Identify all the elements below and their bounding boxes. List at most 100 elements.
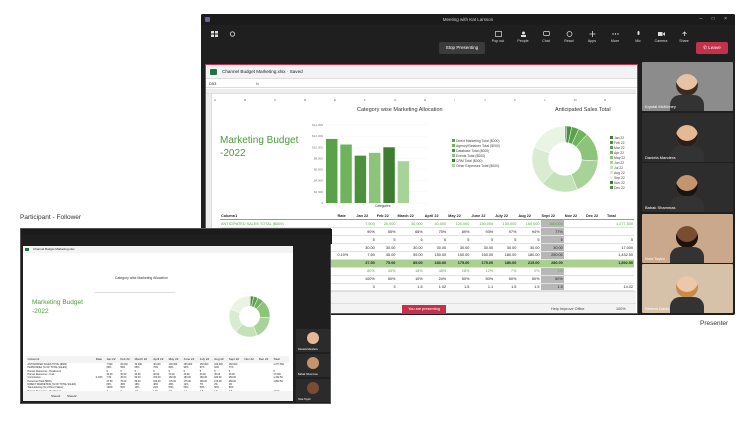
table-cell[interactable]: 100% bbox=[106, 386, 113, 390]
table-cell[interactable]: 17.000 bbox=[273, 373, 281, 377]
table-cell[interactable]: 30.00 bbox=[228, 373, 235, 377]
table-cell[interactable]: 6 bbox=[134, 369, 136, 373]
table-row[interactable]: DIRECT MARKETING (% OF TOTAL SALES) 80% 45… bbox=[27, 383, 289, 386]
table-cell[interactable]: 2% bbox=[517, 267, 541, 276]
follower-tab-sheet1[interactable]: Sheet1 bbox=[51, 394, 61, 398]
participant-tile[interactable]: Nola Taylor bbox=[642, 213, 733, 263]
table-cell[interactable]: ANTICIPATED SALES TOTAL ($000) bbox=[220, 219, 337, 229]
table-cell[interactable]: 97% bbox=[494, 227, 518, 237]
table-cell[interactable]: 30.00 bbox=[120, 373, 127, 377]
table-cell[interactable]: 37.50 bbox=[355, 259, 376, 268]
column-header[interactable]: I bbox=[454, 98, 455, 102]
column-header[interactable]: C bbox=[274, 98, 277, 102]
table-cell[interactable]: 28% bbox=[447, 267, 471, 276]
follower-participant-tile[interactable]: Daniela Mandera bbox=[296, 329, 330, 352]
table-cell[interactable]: 30.00 bbox=[470, 243, 495, 252]
table-cell[interactable]: 50% bbox=[494, 275, 518, 284]
table-cell[interactable]: 1,277,500 bbox=[273, 363, 284, 367]
table-cell[interactable]: 10% bbox=[134, 386, 140, 390]
column-header[interactable]: J bbox=[484, 98, 486, 102]
table-cell[interactable]: 12% bbox=[470, 267, 495, 276]
table-cell[interactable]: 80% bbox=[355, 267, 376, 276]
table-row[interactable]: PERSONNEL (% OF TOTAL SALES) 90% 55% 65% 75%… bbox=[27, 366, 289, 369]
table-cell[interactable]: 50% bbox=[183, 386, 189, 390]
table-cell[interactable]: 45% bbox=[375, 267, 397, 276]
table-cell[interactable]: 120,000 bbox=[447, 219, 471, 229]
table-cell[interactable]: 1.02 bbox=[423, 283, 448, 292]
table-header-cell[interactable]: Aug 22 bbox=[214, 357, 224, 361]
table-cell[interactable]: ANTICIPATED SALES TOTAL ($000) bbox=[27, 363, 67, 367]
table-cell[interactable]: 30.00 bbox=[355, 243, 376, 252]
table-cell[interactable]: 7,500 bbox=[106, 363, 113, 367]
mic-button[interactable]: Mic bbox=[627, 31, 649, 43]
table-cell[interactable]: 30.00 bbox=[199, 373, 206, 377]
table-cell[interactable]: 5 bbox=[183, 369, 185, 373]
column-header[interactable]: M bbox=[574, 98, 577, 102]
table-cell[interactable]: Human Resources - Cost bbox=[27, 373, 55, 377]
table-cell[interactable]: 45.00 bbox=[120, 376, 127, 380]
table-row[interactable]: Personnel Total ($000) 37.50 75.00 89.00 180… bbox=[27, 379, 289, 383]
table-cell[interactable]: 120,000 bbox=[168, 363, 178, 367]
table-cell[interactable] bbox=[336, 267, 356, 276]
table-cell[interactable]: 3 bbox=[375, 283, 397, 292]
table-cell[interactable]: 5 bbox=[228, 369, 231, 373]
column-header[interactable]: B bbox=[244, 98, 246, 102]
table-cell[interactable]: 180.00 bbox=[153, 379, 161, 383]
column-header[interactable]: E bbox=[334, 98, 336, 102]
table-cell[interactable]: 250.00 bbox=[540, 251, 564, 260]
table-cell[interactable] bbox=[585, 259, 607, 268]
table-cell[interactable]: 175.00 bbox=[183, 379, 191, 383]
table-cell[interactable]: Commission bbox=[27, 376, 41, 380]
table-cell[interactable]: 5 bbox=[106, 369, 108, 373]
table-cell[interactable]: 40,000 bbox=[423, 219, 448, 229]
window-controls[interactable]: – □ × bbox=[699, 16, 731, 22]
table-cell[interactable]: 215.00 bbox=[214, 379, 222, 383]
table-cell[interactable]: 30.00 bbox=[517, 243, 541, 252]
table-cell[interactable] bbox=[563, 251, 586, 260]
table-cell[interactable]: 160,000 bbox=[228, 363, 238, 367]
table-cell[interactable]: 75.00 bbox=[120, 379, 127, 383]
table-cell[interactable] bbox=[336, 219, 356, 229]
column-header[interactable]: K bbox=[514, 98, 516, 102]
table-cell[interactable] bbox=[606, 227, 634, 237]
react-button[interactable]: React bbox=[558, 31, 580, 43]
table-cell[interactable]: 5 bbox=[517, 235, 541, 245]
table-cell[interactable]: 5 bbox=[540, 235, 564, 245]
refresh-icon[interactable] bbox=[221, 31, 243, 39]
table-cell[interactable]: 7% bbox=[199, 382, 204, 386]
table-header-cell[interactable]: Aug 22 bbox=[517, 212, 541, 221]
camera-button[interactable]: Camera bbox=[650, 31, 672, 43]
table-cell[interactable]: 17.000 bbox=[606, 243, 634, 252]
table-cell[interactable]: 1.5 bbox=[447, 283, 471, 292]
table-cell[interactable] bbox=[563, 219, 586, 229]
table-cell[interactable]: 150.00 bbox=[168, 376, 176, 380]
table-header-cell[interactable]: Column1 bbox=[27, 357, 40, 361]
table-header-cell[interactable]: Total bbox=[273, 357, 280, 361]
table-cell[interactable]: 50% bbox=[375, 275, 397, 284]
table-cell[interactable]: 7% bbox=[494, 267, 518, 276]
table-cell[interactable]: 5 bbox=[375, 235, 397, 245]
table-cell[interactable]: 280.00 bbox=[540, 259, 564, 268]
table-cell[interactable]: 50% bbox=[447, 275, 471, 284]
table-cell[interactable] bbox=[336, 275, 356, 284]
table-cell[interactable]: 89.00 bbox=[134, 379, 141, 383]
table-row[interactable]: Telemarketing (% of Direct Sales) 100% 50%… bbox=[27, 386, 289, 389]
table-cell[interactable]: 3 bbox=[355, 283, 376, 292]
table-cell[interactable]: 50% bbox=[228, 386, 234, 390]
table-cell[interactable]: 150.00 bbox=[447, 251, 471, 260]
table-cell[interactable]: 1,432.50 bbox=[606, 251, 634, 260]
table-cell[interactable]: 59.00 bbox=[134, 376, 141, 380]
table-cell[interactable]: 94% bbox=[517, 227, 541, 237]
table-cell[interactable]: 6 bbox=[396, 235, 424, 245]
table-header-cell[interactable]: Nov 22 bbox=[563, 212, 586, 221]
table-cell[interactable]: 30.00 bbox=[134, 373, 141, 377]
table-cell[interactable]: 180.00 bbox=[494, 259, 518, 268]
table-cell[interactable]: 175.00 bbox=[447, 259, 471, 268]
table-cell[interactable]: 89.00 bbox=[396, 259, 424, 268]
column-header[interactable]: D bbox=[304, 98, 307, 102]
table-cell[interactable]: 89% bbox=[447, 227, 471, 237]
table-header-cell[interactable]: Jan 22 bbox=[355, 212, 376, 221]
table-cell[interactable]: 5 bbox=[273, 369, 275, 373]
leave-button[interactable]: ✆ Leave bbox=[696, 42, 728, 54]
table-cell[interactable]: 93% bbox=[183, 366, 189, 370]
